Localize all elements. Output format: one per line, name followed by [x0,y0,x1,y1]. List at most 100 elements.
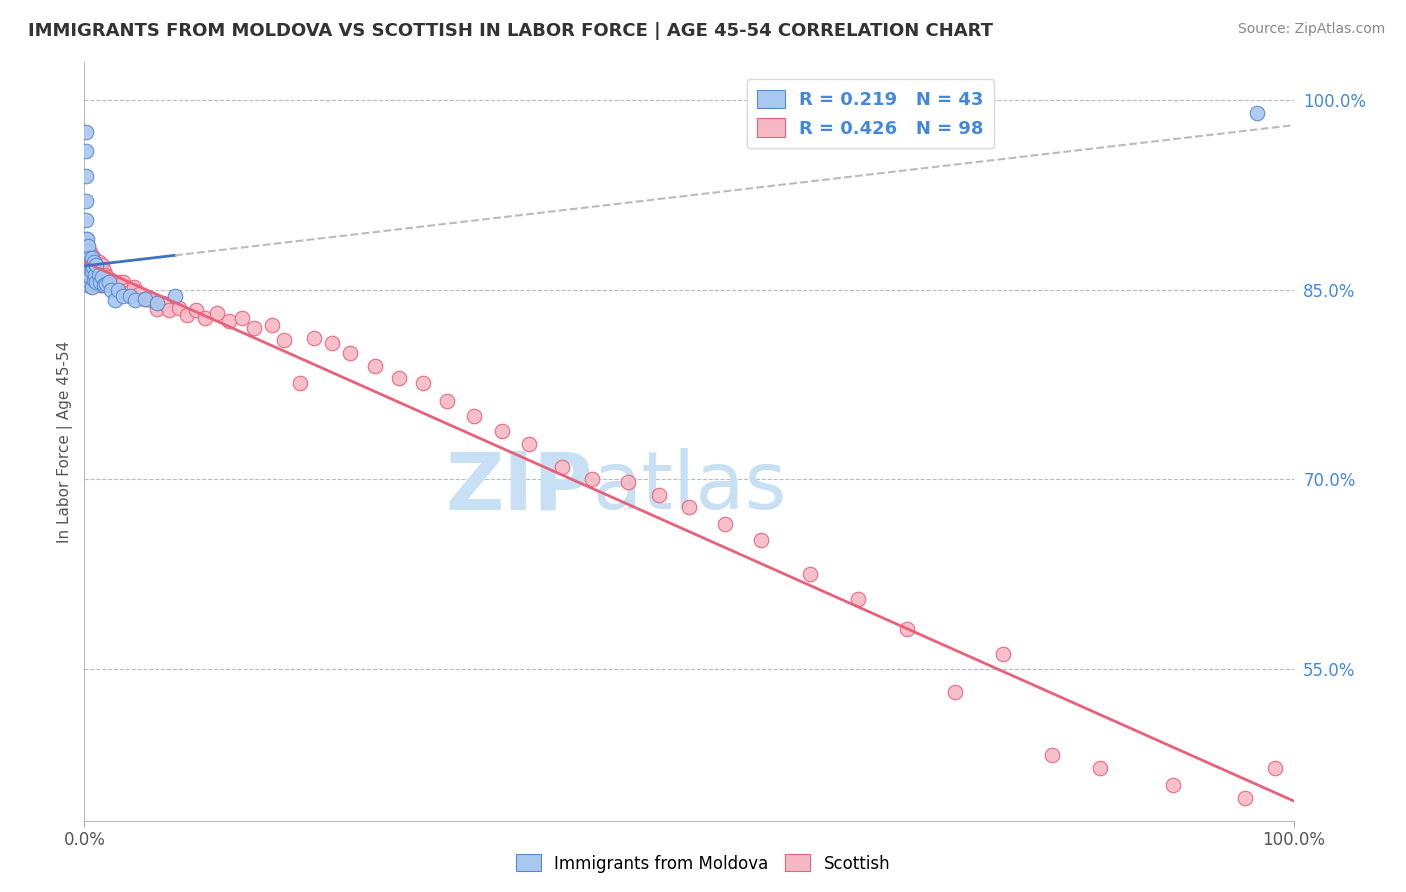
Point [94,274,117,288]
Point [79,252,101,267]
Point [91,270,114,285]
Point [165,289,187,303]
Point [184,303,207,318]
Point [94,268,117,282]
Point [302,331,325,345]
Point [321,335,343,350]
Point [107,275,129,289]
Point [260,318,283,333]
Point [115,283,138,297]
Point [80,259,103,273]
Legend: Immigrants from Moldova, Scottish: Immigrants from Moldova, Scottish [509,847,897,880]
Point [82,250,104,264]
Point [491,425,513,439]
Point [75,277,97,291]
Point [112,275,135,289]
Point [91,258,114,272]
Point [110,279,132,293]
Point [943,684,966,698]
Point [77,243,100,257]
Point [551,459,574,474]
Point [75,232,97,246]
Point [75,125,97,139]
Point [79,268,101,282]
Point [76,268,98,282]
Point [86,259,108,273]
Point [86,265,108,279]
Point [79,255,101,269]
Point [1088,760,1111,774]
Point [86,275,108,289]
Point [120,285,142,300]
Point [194,310,217,325]
Point [112,289,135,303]
Point [75,244,97,259]
Point [86,258,108,272]
Point [463,409,485,424]
Point [103,279,125,293]
Point [436,394,458,409]
Point [93,264,115,278]
Point [1246,106,1268,120]
Point [77,259,100,273]
Point [80,280,103,294]
Point [83,270,105,285]
Point [242,320,264,334]
Point [146,301,169,316]
Point [93,277,115,292]
Point [84,264,107,278]
Point [77,260,100,275]
Point [273,334,295,348]
Point [79,244,101,259]
Point [339,346,361,360]
Point [87,268,110,282]
Point [84,268,107,282]
Point [86,277,108,291]
Point [80,250,103,264]
Point [157,303,180,318]
Point [517,437,540,451]
Point [167,301,190,315]
Point [80,252,103,266]
Point [91,277,114,292]
Point [993,647,1015,661]
Point [89,262,111,277]
Point [80,264,103,278]
Text: IMMIGRANTS FROM MOLDOVA VS SCOTTISH IN LABOR FORCE | AGE 45-54 CORRELATION CHART: IMMIGRANTS FROM MOLDOVA VS SCOTTISH IN L… [28,22,993,40]
Point [581,473,603,487]
Point [714,516,737,531]
Point [1040,747,1063,762]
Point [363,359,385,373]
Point [120,289,142,303]
Text: atlas: atlas [592,448,786,526]
Point [751,533,773,547]
Point [76,255,98,269]
Point [77,252,100,266]
Point [86,255,108,269]
Point [75,258,97,272]
Point [122,280,145,294]
Point [104,293,127,307]
Point [124,293,146,307]
Point [75,268,97,282]
Point [83,255,105,269]
Point [139,293,162,307]
Point [96,270,118,285]
Point [79,270,101,285]
Point [1234,790,1257,805]
Point [100,283,122,297]
Point [176,308,198,322]
Point [1264,760,1286,774]
Point [87,255,110,269]
Point [77,258,100,272]
Text: Source: ZipAtlas.com: Source: ZipAtlas.com [1237,22,1385,37]
Point [128,286,150,301]
Point [104,277,127,292]
Point [83,255,105,269]
Point [799,567,821,582]
Point [412,376,434,391]
Point [846,592,869,607]
Point [152,295,174,310]
Point [388,371,411,385]
Point [77,250,100,264]
